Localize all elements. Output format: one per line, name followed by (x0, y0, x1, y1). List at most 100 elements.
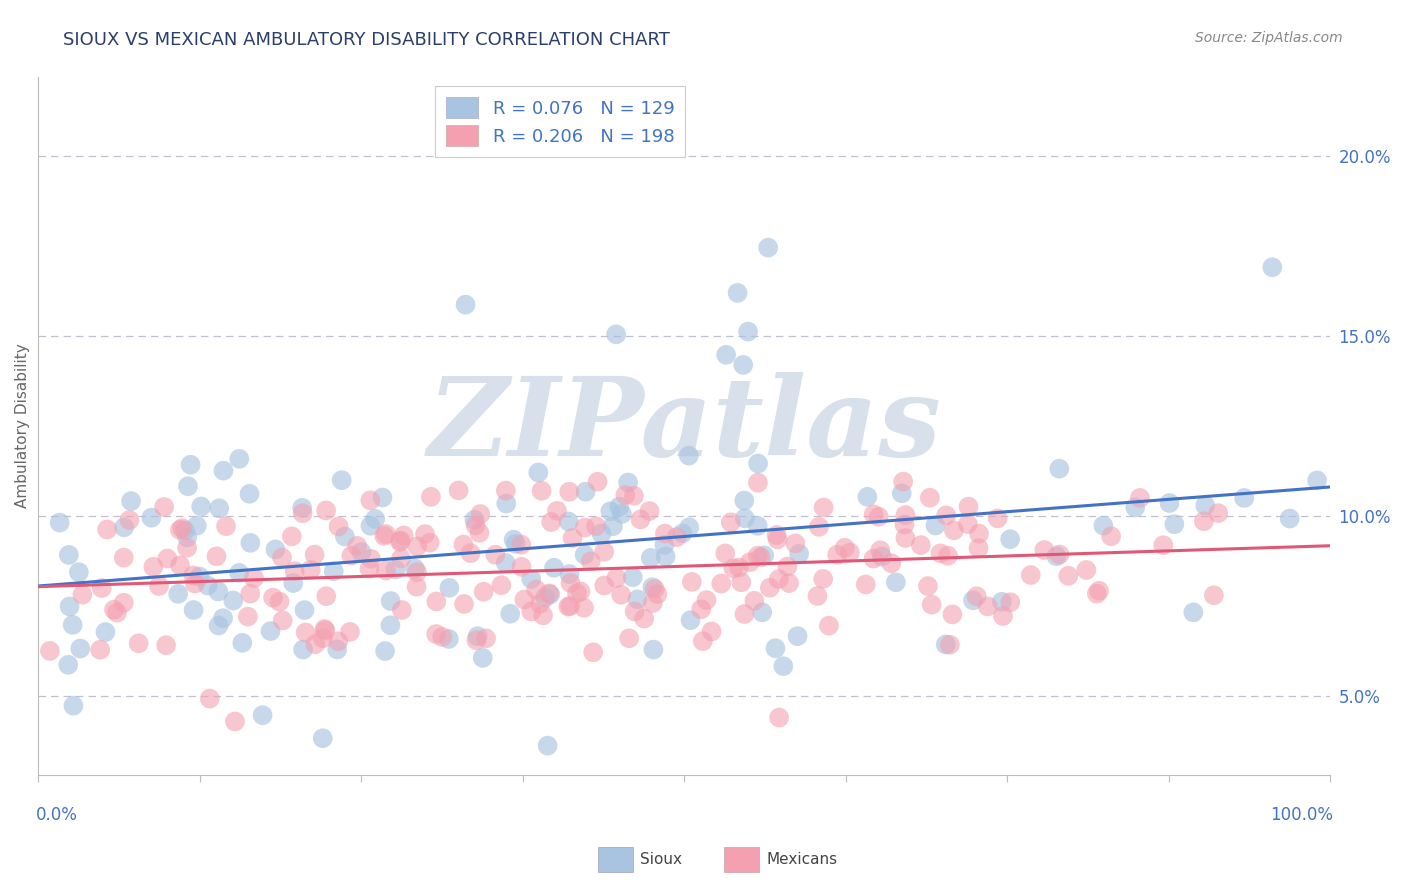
Point (328, 634, 350, 648)
Point (58, 657, 80, 672)
Point (811, 572, 834, 586)
Point (723, 561, 745, 575)
Point (264, 542, 287, 557)
Point (918, 491, 941, 505)
Point (359, 493, 381, 508)
Point (778, 576, 800, 591)
Point (1000, 595, 1022, 609)
Point (786, 629, 808, 643)
Point (380, 618, 402, 632)
Point (785, 536, 807, 550)
Point (491, 578, 513, 592)
Point (437, 632, 460, 646)
Point (389, 533, 412, 548)
Point (238, 487, 260, 501)
Point (340, 549, 363, 563)
Point (215, 519, 238, 533)
Point (96, 523, 118, 537)
Point (89, 642, 111, 657)
Point (565, 586, 588, 600)
Point (228, 451, 250, 466)
Text: ZIPatlas: ZIPatlas (427, 372, 941, 480)
Text: Sioux: Sioux (640, 853, 682, 867)
Point (870, 549, 893, 564)
Point (262, 591, 284, 605)
Point (998, 532, 1021, 546)
Point (467, 629, 489, 643)
Point (464, 518, 486, 533)
Point (787, 547, 810, 561)
Point (513, 592, 536, 607)
Point (212, 611, 235, 625)
Point (142, 559, 165, 574)
Point (582, 645, 605, 659)
Point (558, 484, 581, 499)
Point (128, 636, 150, 650)
Legend: R = 0.076   N = 129, R = 0.206   N = 198: R = 0.076 N = 129, R = 0.206 N = 198 (434, 87, 685, 157)
Point (856, 490, 879, 504)
Point (373, 529, 395, 543)
Point (1047, 461, 1070, 475)
Point (1163, 517, 1185, 532)
Point (626, 592, 648, 607)
Point (967, 526, 990, 541)
Point (471, 651, 494, 665)
Text: 100.0%: 100.0% (1270, 806, 1333, 824)
Text: Source: ZipAtlas.com: Source: ZipAtlas.com (1195, 31, 1343, 45)
Point (439, 581, 461, 595)
Point (621, 570, 644, 584)
Point (538, 587, 561, 601)
Point (891, 475, 914, 489)
Point (48, 516, 70, 530)
Point (537, 739, 560, 753)
Point (585, 519, 607, 533)
Point (465, 633, 488, 648)
Point (360, 551, 382, 566)
Point (155, 638, 177, 652)
Point (546, 504, 568, 518)
Point (330, 473, 353, 487)
Point (610, 588, 633, 602)
Point (727, 285, 749, 300)
Point (617, 632, 640, 646)
Point (690, 602, 713, 616)
Point (679, 613, 702, 627)
Point (432, 630, 454, 644)
Point (987, 511, 1010, 525)
Point (756, 241, 779, 255)
Point (391, 603, 413, 617)
Point (614, 488, 637, 502)
Point (359, 518, 381, 533)
Point (176, 530, 198, 544)
Point (1057, 569, 1080, 583)
Point (58, 599, 80, 614)
Point (678, 449, 700, 463)
Point (374, 527, 396, 541)
Point (212, 464, 235, 478)
Text: 0.0%: 0.0% (35, 806, 77, 824)
Point (304, 548, 326, 562)
Point (314, 624, 336, 638)
Point (749, 550, 772, 565)
Point (364, 512, 387, 526)
Point (350, 545, 373, 559)
Point (346, 539, 368, 553)
Point (754, 549, 776, 563)
Point (862, 508, 884, 522)
Point (939, 638, 962, 652)
Point (420, 490, 443, 504)
Point (776, 559, 799, 574)
Point (574, 520, 596, 534)
Point (1092, 518, 1115, 533)
Point (62, 698, 84, 713)
Text: SIOUX VS MEXICAN AMBULATORY DISABILITY CORRELATION CHART: SIOUX VS MEXICAN AMBULATORY DISABILITY C… (63, 31, 671, 49)
Point (728, 560, 751, 574)
Point (894, 508, 917, 522)
Point (936, 549, 959, 563)
Point (156, 551, 179, 566)
Point (641, 596, 664, 610)
Point (557, 599, 579, 614)
Point (62, 618, 84, 632)
Point (733, 607, 755, 621)
Point (1182, 605, 1205, 619)
